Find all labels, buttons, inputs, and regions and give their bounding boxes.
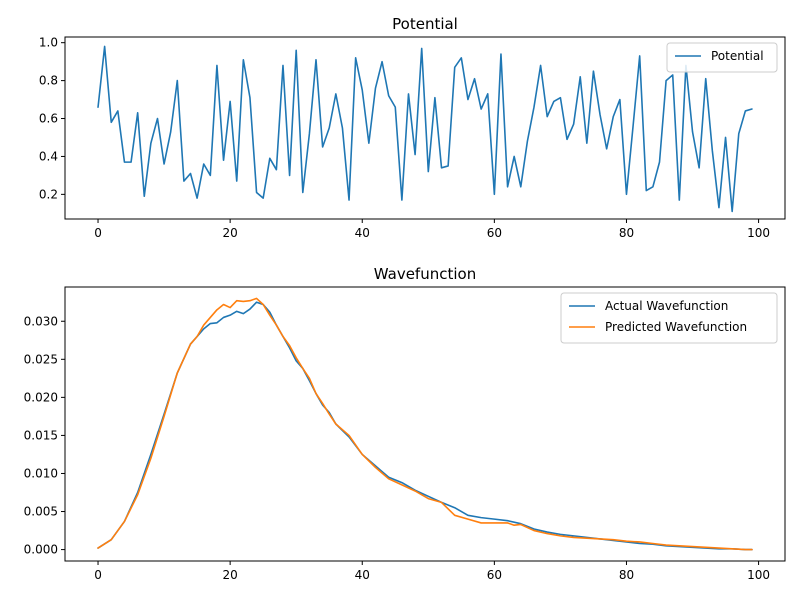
y-tick-label: 0.2 (39, 187, 58, 201)
x-tick-label: 0 (94, 568, 102, 582)
y-tick-label: 1.0 (39, 36, 58, 50)
series-line-potential (97, 45, 753, 213)
potential-plot: Potential 0 20 40 60 80 100 0.2 0.4 0.6 0.8 1.0 P… (39, 15, 786, 240)
x-tick-label: 100 (747, 568, 770, 582)
chart-title: Wavefunction (374, 265, 476, 283)
y-axis: 0.000 0.005 0.010 0.015 0.020 0.025 0.030 (24, 314, 65, 557)
y-tick-label: 0.000 (24, 543, 58, 557)
legend: Potential (666, 42, 778, 73)
y-tick-label: 0.6 (39, 112, 58, 126)
legend-label: Actual Wavefunction (605, 299, 728, 313)
x-tick-label: 20 (222, 226, 237, 240)
plot-frame (64, 36, 786, 220)
y-tick-label: 0.020 (24, 390, 58, 404)
x-tick-label: 80 (619, 226, 634, 240)
x-tick-label: 0 (94, 226, 102, 240)
x-tick-label: 40 (355, 568, 370, 582)
x-tick-label: 40 (355, 226, 370, 240)
y-tick-label: 0.015 (24, 428, 58, 442)
x-tick-label: 60 (487, 568, 502, 582)
y-tick-label: 0.8 (39, 74, 58, 88)
y-tick-label: 0.025 (24, 352, 58, 366)
wavefunction-plot: Wavefunction 0 20 40 60 80 100 0.000 0.005 0.01… (24, 265, 786, 582)
legend-box (666, 42, 778, 73)
series-lines (97, 297, 753, 551)
legend-label: Predicted Wavefunction (605, 320, 747, 334)
x-axis: 0 20 40 60 80 100 (94, 219, 770, 240)
y-tick-label: 0.4 (39, 149, 58, 163)
legend-label: Potential (711, 49, 764, 63)
series-line-predicted-wavefunction (97, 297, 753, 551)
legend-box (560, 292, 778, 344)
y-tick-label: 0.030 (24, 314, 58, 328)
legend: Actual Wavefunction Predicted Wavefunctio… (560, 292, 778, 344)
x-tick-label: 100 (747, 226, 770, 240)
y-axis: 0.2 0.4 0.6 0.8 1.0 (39, 36, 65, 201)
x-axis: 0 20 40 60 80 100 (94, 561, 770, 582)
plot-frame (64, 286, 786, 562)
x-tick-label: 60 (487, 226, 502, 240)
chart-title: Potential (392, 15, 458, 33)
series-lines (97, 45, 753, 213)
x-tick-label: 20 (222, 568, 237, 582)
y-tick-label: 0.010 (24, 466, 58, 480)
x-tick-label: 80 (619, 568, 634, 582)
y-tick-label: 0.005 (24, 505, 58, 519)
